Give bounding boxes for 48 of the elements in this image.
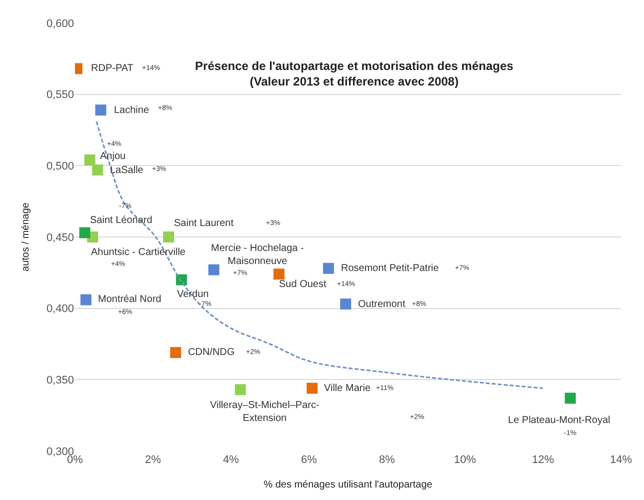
annotation: CDN/NDG — [188, 347, 235, 358]
annotation: Lachine — [114, 105, 150, 116]
x-axis-title: % des ménages utilisant l'autopartage — [264, 480, 433, 490]
y-tick-label: 0,450 — [46, 232, 74, 244]
y-tick-label: 0,600 — [46, 18, 74, 30]
point — [79, 227, 90, 238]
point — [234, 384, 246, 396]
x-tick-label: 8% — [379, 454, 396, 466]
annotation: Villeray–St-Michel–Parc- Extension — [210, 400, 320, 424]
annotation: Outremont — [358, 299, 406, 310]
point — [92, 164, 104, 176]
annotation: LaSalle — [110, 165, 144, 176]
point — [208, 264, 220, 276]
x-tick-label: 14% — [610, 454, 632, 466]
annotation: Saint Léonard — [90, 215, 152, 226]
annotation: Sud Ouest — [279, 279, 326, 290]
annotation: Verdun — [177, 289, 209, 300]
point — [163, 232, 174, 242]
point — [95, 104, 106, 116]
point — [80, 294, 92, 306]
y-tick-label: 0,550 — [46, 89, 74, 102]
x-tick-label: 4% — [223, 454, 240, 466]
y-tick-label: 0,500 — [46, 160, 74, 173]
point — [170, 347, 182, 358]
y-tick-label: 0,350 — [46, 374, 74, 387]
annotation: Mercie - Hochelaga - Maisonneuve — [211, 243, 304, 267]
x-tick-label: 0% — [67, 454, 84, 466]
point — [306, 382, 318, 394]
y-tick-label: 0,400 — [46, 303, 74, 316]
point — [323, 262, 334, 274]
annotation: Montréal Nord — [98, 294, 162, 305]
point — [84, 154, 96, 166]
x-tick-label: 6% — [301, 454, 318, 466]
annotation: Anjou — [100, 151, 126, 162]
y-axis-title: autos / ménage — [20, 202, 32, 272]
annotation: Ville Marie — [324, 383, 371, 394]
x-tick-label: 12% — [532, 454, 554, 466]
annotation: Le Plateau-Mont-Royal — [508, 415, 610, 426]
x-tick-label: 10% — [454, 454, 476, 466]
point — [273, 268, 284, 280]
x-tick-label: 2% — [145, 454, 162, 466]
annotation: Rosemont Petit-Patrie — [341, 263, 440, 274]
annotation: RDP-PAT — [91, 63, 134, 74]
point — [564, 392, 576, 404]
annotation: Saint Laurent — [174, 218, 234, 229]
annotation: Ahuntsic - Cartierville — [91, 247, 186, 258]
text: Présence de l'autopartage et motorisation des ménages (Valeur 2013 et difference avec 2008) — [195, 59, 514, 89]
point — [340, 298, 352, 310]
